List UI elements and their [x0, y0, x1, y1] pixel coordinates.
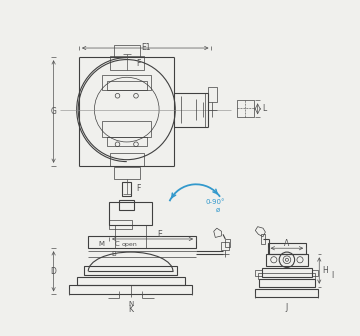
Text: M: M — [98, 241, 104, 247]
Bar — [69, 285, 192, 294]
Bar — [237, 100, 254, 117]
Text: K: K — [128, 305, 133, 314]
Bar — [110, 56, 144, 70]
Bar — [119, 201, 134, 210]
Bar — [255, 289, 319, 297]
Bar — [267, 243, 306, 254]
Text: 0-90°: 0-90° — [206, 199, 225, 205]
Text: ø: ø — [216, 207, 220, 213]
Text: open: open — [121, 242, 137, 247]
Bar — [225, 239, 230, 247]
Bar — [255, 270, 261, 276]
Bar — [259, 279, 315, 287]
Bar — [88, 236, 196, 248]
Text: J: J — [286, 303, 288, 312]
Bar — [102, 75, 152, 90]
Bar — [221, 242, 229, 250]
Text: L: L — [262, 104, 267, 113]
Bar — [107, 81, 147, 90]
Text: H: H — [322, 266, 328, 275]
Bar — [261, 268, 312, 278]
Bar — [114, 45, 140, 57]
Bar — [122, 182, 131, 196]
Bar — [258, 273, 315, 279]
Bar — [261, 234, 265, 244]
Text: B: B — [111, 251, 116, 257]
Text: D: D — [51, 267, 57, 276]
Bar — [312, 270, 319, 276]
Bar — [208, 87, 217, 102]
Text: F: F — [136, 184, 140, 193]
Text: E1: E1 — [141, 43, 151, 52]
Text: N: N — [128, 301, 133, 307]
Text: G: G — [51, 107, 57, 116]
Bar — [109, 202, 152, 225]
Text: F: F — [136, 59, 140, 68]
Bar — [77, 278, 185, 285]
Bar — [109, 220, 132, 229]
Bar — [84, 266, 177, 275]
Bar — [102, 121, 152, 136]
Bar — [107, 136, 147, 146]
Bar — [110, 153, 144, 166]
Text: A: A — [284, 239, 289, 248]
Text: I: I — [331, 271, 333, 280]
Text: C: C — [114, 241, 119, 247]
Bar — [266, 254, 308, 266]
Text: E: E — [157, 230, 162, 239]
Bar — [114, 167, 140, 179]
